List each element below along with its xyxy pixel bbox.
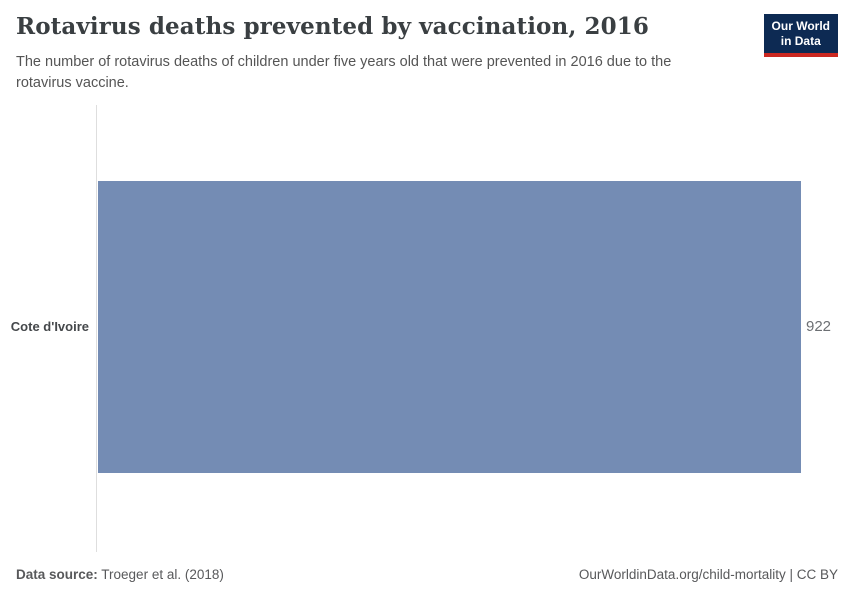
y-axis-line bbox=[96, 105, 97, 552]
data-source-note: Data source: Troeger et al. (2018) bbox=[16, 567, 224, 582]
data-source-label: Data source: bbox=[16, 567, 98, 582]
footer: Data source: Troeger et al. (2018) OurWo… bbox=[16, 567, 838, 582]
value-label-cote-divoire: 922 bbox=[806, 318, 832, 335]
bar-track bbox=[98, 181, 801, 473]
data-source-value: Troeger et al. (2018) bbox=[101, 567, 224, 582]
entity-label-cote-divoire: Cote d'Ivoire bbox=[10, 319, 89, 334]
bar-cote-divoire[interactable] bbox=[98, 181, 801, 473]
owid-logo-text-line2: in Data bbox=[780, 34, 821, 48]
chart-title: Rotavirus deaths prevented by vaccinatio… bbox=[16, 13, 649, 40]
owid-logo-text-line1: Our World bbox=[771, 19, 830, 33]
chart-subtitle: The number of rotavirus deaths of childr… bbox=[16, 54, 672, 92]
plot-area: Cote d'Ivoire 922 bbox=[0, 105, 850, 552]
owid-logo[interactable]: Our World in Data bbox=[763, 14, 838, 57]
attribution-link[interactable]: OurWorldinData.org/child-mortality | CC … bbox=[578, 567, 838, 582]
